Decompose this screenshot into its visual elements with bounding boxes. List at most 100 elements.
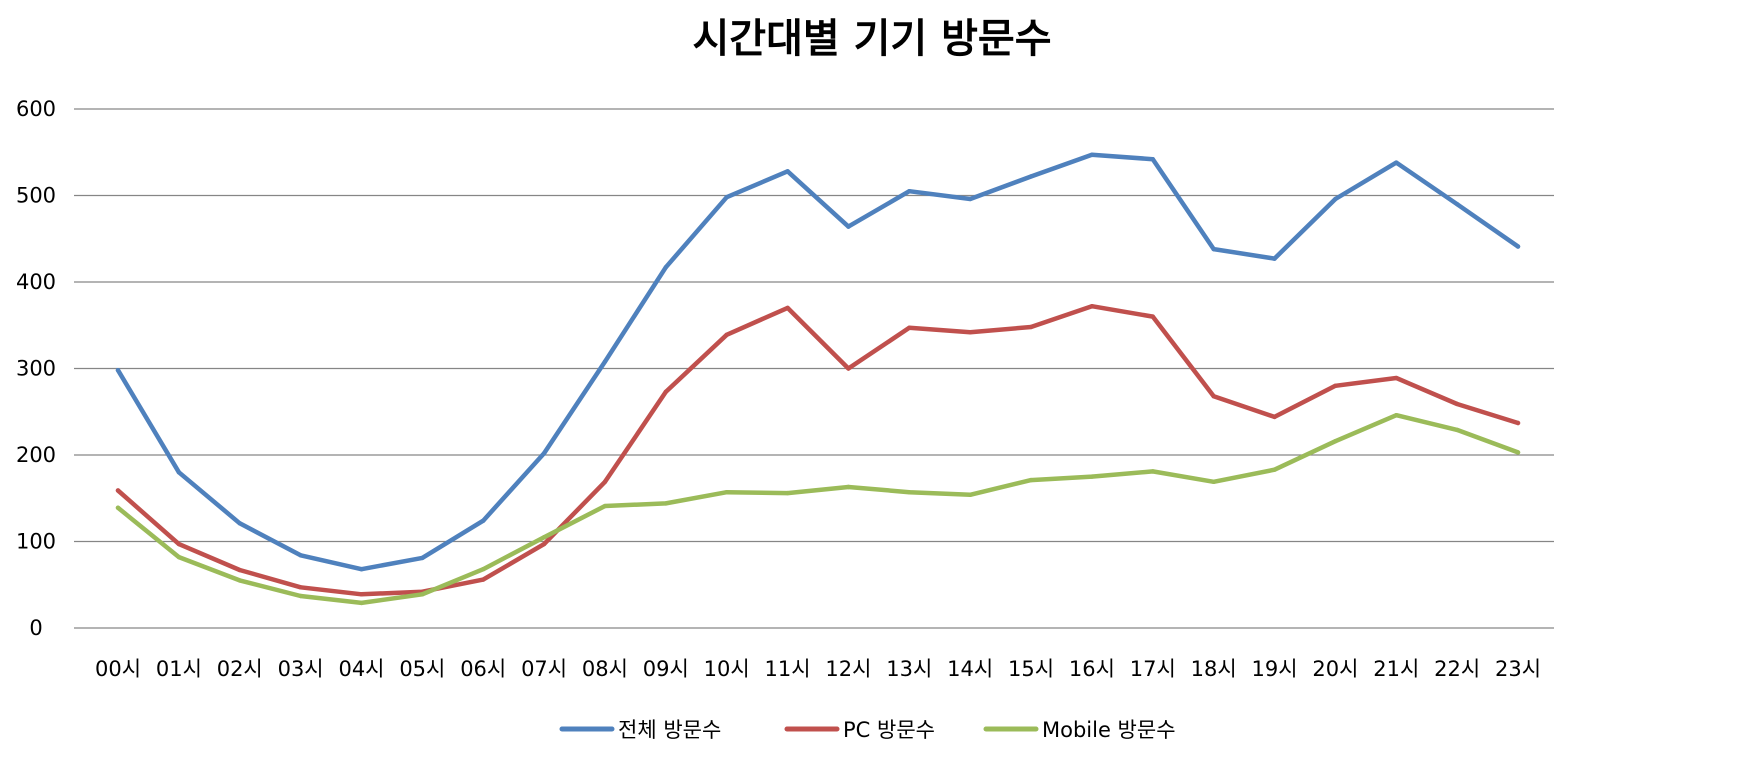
data-point <box>1272 414 1277 420</box>
data-point <box>846 224 851 229</box>
data-point <box>785 169 790 174</box>
x-tick-label: 15시 <box>1008 657 1054 681</box>
y-tick-label: 300 <box>16 357 56 381</box>
y-tick-label: 100 <box>16 530 56 554</box>
x-tick-label: 18시 <box>1191 657 1237 681</box>
x-tick-label: 12시 <box>825 657 871 681</box>
data-point <box>663 389 669 395</box>
data-point <box>420 592 425 597</box>
data-point <box>1028 174 1034 179</box>
x-tick-label: 07시 <box>521 657 567 681</box>
data-point <box>481 518 486 523</box>
data-point <box>846 366 851 371</box>
data-point <box>176 541 182 547</box>
data-point <box>1515 450 1521 455</box>
data-point <box>298 553 303 558</box>
data-point <box>724 489 729 495</box>
data-point <box>724 195 729 200</box>
data-point <box>1272 256 1277 261</box>
y-tick-label: 600 <box>16 97 56 121</box>
data-point <box>907 489 912 495</box>
data-point <box>1028 324 1034 330</box>
x-tick-label: 11시 <box>765 657 811 681</box>
data-point <box>663 501 669 506</box>
x-tick-label: 16시 <box>1069 657 1115 681</box>
y-tick-label: 200 <box>16 443 56 467</box>
data-point <box>481 577 486 582</box>
data-point <box>1089 474 1095 479</box>
series-3 <box>115 412 1521 606</box>
data-point <box>115 368 121 373</box>
x-tick-label: 21시 <box>1373 657 1419 681</box>
data-point <box>237 578 242 583</box>
data-point <box>967 196 973 202</box>
data-point <box>663 265 669 270</box>
data-point <box>481 566 486 572</box>
data-point <box>1394 413 1399 418</box>
data-point <box>1211 479 1216 485</box>
legend-item: PC 방문수 <box>784 718 935 742</box>
x-tick-label: 06시 <box>460 657 506 681</box>
x-tick-label: 04시 <box>338 657 384 681</box>
data-point <box>602 359 608 364</box>
x-tick-label: 01시 <box>156 657 202 681</box>
data-point <box>298 585 303 590</box>
data-point <box>1454 201 1460 207</box>
data-point <box>359 566 364 572</box>
data-point <box>1211 246 1216 252</box>
x-tick-label: 14시 <box>947 657 993 681</box>
gridlines <box>74 108 1554 629</box>
y-axis-tick-labels: 0 100 200 300 400 500 600 <box>16 97 56 640</box>
data-point <box>359 592 364 597</box>
data-point <box>298 593 303 599</box>
data-point <box>359 600 364 606</box>
data-point <box>1454 427 1460 433</box>
x-tick-label: 03시 <box>278 657 324 681</box>
data-point <box>115 505 121 510</box>
y-tick-label: 0 <box>29 616 42 640</box>
data-point <box>1394 375 1399 381</box>
data-point <box>1028 477 1034 483</box>
x-axis-tick-labels: 00시 01시 02시 03시 04시 05시 06시 07시 08시 09시 10시 11시 12시 1… <box>95 657 1541 681</box>
data-point <box>1211 393 1216 399</box>
data-point <box>602 503 608 509</box>
x-tick-label: 13시 <box>886 657 932 681</box>
legend-label: Mobile 방문수 <box>1042 718 1176 742</box>
x-tick-label: 05시 <box>399 657 445 681</box>
data-point <box>1333 383 1338 388</box>
data-point <box>602 479 608 485</box>
series-1 <box>115 152 1521 572</box>
data-point <box>115 488 121 493</box>
data-point <box>907 325 912 331</box>
data-point <box>1515 420 1521 426</box>
series-line <box>115 152 1521 572</box>
data-point <box>237 521 242 526</box>
chart-title: 시간대별 기기 방문수 <box>692 16 1051 62</box>
data-point <box>1150 156 1155 162</box>
x-tick-label: 08시 <box>582 657 628 681</box>
data-point <box>420 555 425 561</box>
series-lines <box>115 152 1521 606</box>
series-2 <box>115 303 1521 597</box>
data-point <box>541 541 547 547</box>
data-point <box>1333 438 1338 444</box>
legend-item: Mobile 방문수 <box>983 718 1176 742</box>
data-point <box>967 492 973 497</box>
data-point <box>724 332 729 337</box>
data-point <box>846 484 851 490</box>
legend-label: 전체 방문수 <box>618 718 721 742</box>
x-tick-label: 22시 <box>1434 657 1480 681</box>
series-line <box>115 412 1521 606</box>
legend-item: 전체 방문수 <box>559 718 721 742</box>
data-point <box>1150 314 1155 319</box>
data-point <box>1272 467 1277 472</box>
data-point <box>176 470 182 475</box>
data-point <box>1394 160 1399 165</box>
x-tick-label: 20시 <box>1312 657 1358 681</box>
legend: 전체 방문수 PC 방문수 Mobile 방문수 <box>559 718 1176 742</box>
x-tick-label: 09시 <box>643 657 689 681</box>
data-point <box>1515 244 1521 249</box>
data-point <box>1089 304 1095 309</box>
